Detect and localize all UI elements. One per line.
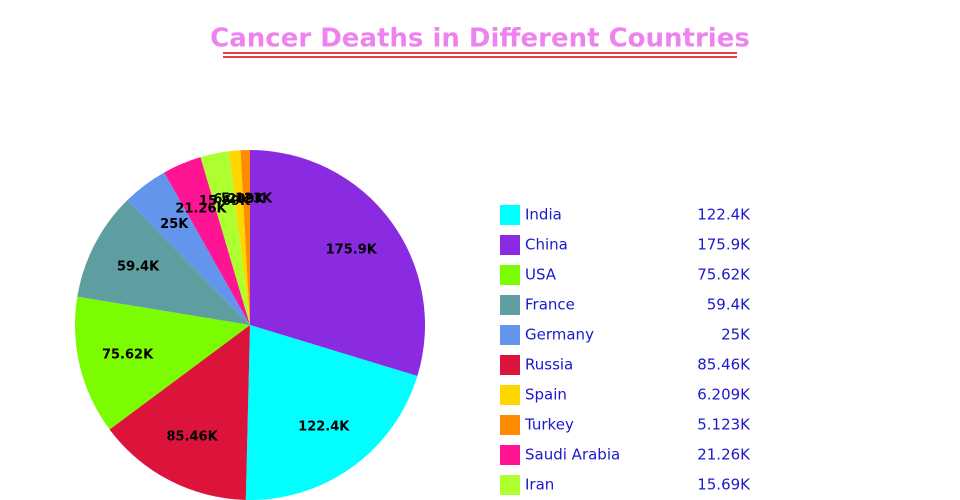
legend-value: 21.26K <box>697 446 751 464</box>
slice-label: 122.4K <box>298 420 350 435</box>
legend-label: Germany <box>525 326 594 344</box>
legend-swatch <box>500 355 520 375</box>
legend-swatch <box>500 415 520 435</box>
pie-slice <box>109 325 251 500</box>
legend-swatch <box>500 475 520 495</box>
slice-label: 6.209K <box>213 192 265 207</box>
legend-swatch <box>500 265 520 285</box>
slice-label: 15.69K <box>199 194 251 209</box>
pie-slice <box>127 172 250 325</box>
legend-label: India <box>525 206 562 224</box>
legend-swatch <box>500 445 520 465</box>
legend-value: 122.4K <box>697 206 751 224</box>
pie-slice <box>229 150 250 325</box>
legend-value: 175.9K <box>697 236 751 254</box>
legend-label: Spain <box>525 386 567 404</box>
legend-swatch <box>500 295 520 315</box>
slice-label: 5.123K <box>221 192 273 207</box>
legend-value: 6.209K <box>697 386 751 404</box>
legend-swatch <box>500 325 520 345</box>
legend-value: 59.4K <box>707 296 751 314</box>
legend-value: 75.62K <box>697 266 751 284</box>
slice-label: 85.46K <box>166 429 218 444</box>
legend-label: Turkey <box>524 416 574 434</box>
legend-value: 15.69K <box>697 476 751 494</box>
legend-value: 5.123K <box>697 416 751 434</box>
slice-label: 25K <box>160 217 189 232</box>
pie-slice <box>200 151 250 325</box>
slice-label: 175.9K <box>326 243 378 258</box>
legend-label: France <box>525 296 575 314</box>
chart-title: Cancer Deaths in Different Countries <box>210 24 750 54</box>
legend-label: Iran <box>525 476 554 494</box>
legend-label: USA <box>525 266 557 284</box>
slice-label: 75.62K <box>102 347 154 362</box>
pie-slice <box>75 296 250 430</box>
legend-swatch <box>500 385 520 405</box>
pie-slice <box>245 325 418 500</box>
pie-slice <box>77 200 251 325</box>
pie-slice <box>240 150 250 325</box>
legend-label: Russia <box>525 356 573 374</box>
slice-label: 21.26K <box>175 201 227 216</box>
legend-value: 25K <box>721 326 751 344</box>
legend-swatch <box>500 205 520 225</box>
legend-swatch <box>500 235 520 255</box>
legend-value: 85.46K <box>697 356 751 374</box>
pie-slice <box>250 150 426 377</box>
legend-label: China <box>525 236 568 254</box>
pie-slice <box>164 157 250 325</box>
slice-label: 59.4K <box>117 260 160 275</box>
legend-label: Saudi Arabia <box>525 446 620 464</box>
